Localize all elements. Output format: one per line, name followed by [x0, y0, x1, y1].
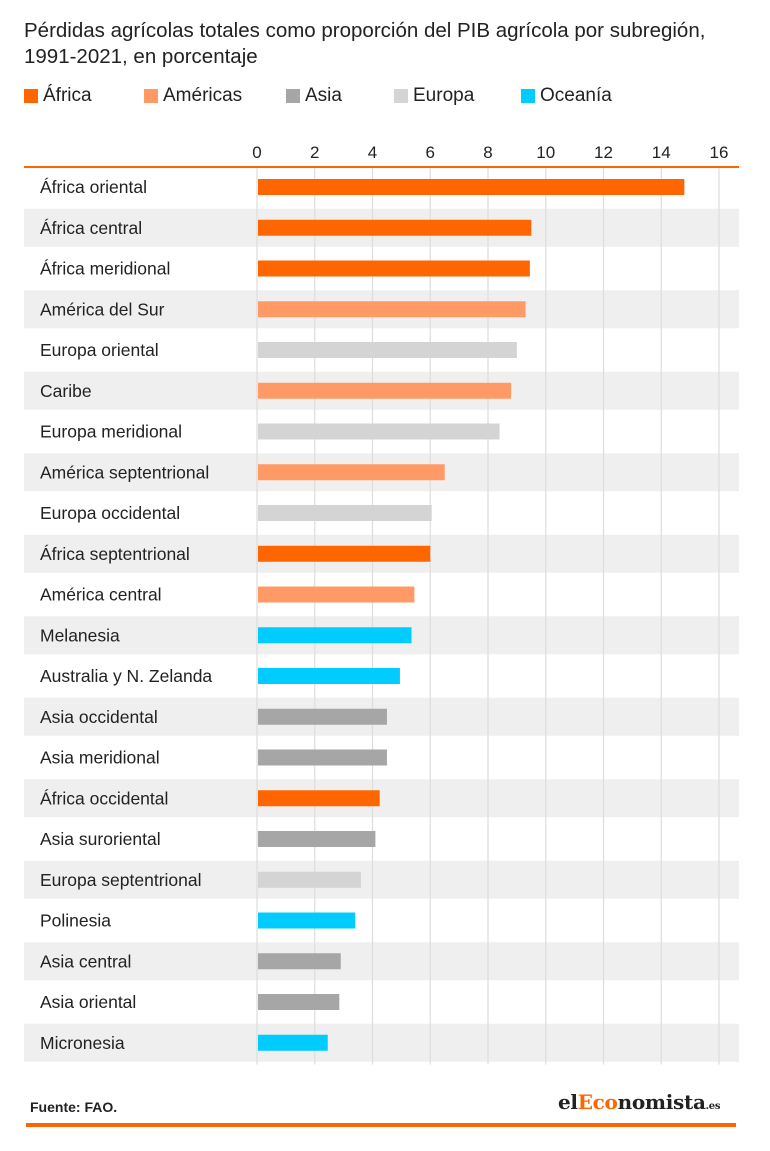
bar	[258, 382, 512, 399]
legend-label: Américas	[163, 85, 243, 106]
footer-divider	[26, 1123, 736, 1127]
category-label: Asia occidental	[40, 707, 158, 727]
legend-label: Asia	[305, 85, 342, 106]
bar	[258, 1034, 328, 1051]
x-tick-label: 4	[368, 143, 377, 162]
category-label: América central	[40, 585, 162, 605]
category-label: Melanesia	[40, 625, 120, 645]
legend: África Américas Asia Europa Oceanía	[24, 84, 764, 108]
x-tick-label: 12	[594, 143, 613, 162]
x-tick-label: 2	[310, 143, 319, 162]
bar	[258, 586, 415, 603]
bar	[258, 994, 340, 1010]
category-label: América septentrional	[40, 462, 209, 482]
category-label: Europa occidental	[40, 503, 180, 523]
bar	[258, 790, 380, 807]
legend-item: África	[24, 84, 92, 108]
category-label: Australia y N. Zelanda	[40, 666, 212, 686]
category-label: Micronesia	[40, 1033, 125, 1053]
legend-swatch	[144, 89, 158, 103]
bar	[258, 668, 400, 684]
x-tick-label: 16	[710, 143, 729, 162]
bar-chart: 0 2 4 6 8 10 12 14 16 África oriental África centr…	[24, 143, 739, 1065]
x-tick-label: 6	[426, 143, 435, 162]
bar	[258, 179, 685, 195]
legend-label: Europa	[413, 85, 475, 106]
category-label: África oriental	[40, 177, 147, 197]
row-background	[24, 860, 739, 899]
category-label: Asia oriental	[40, 992, 136, 1012]
row-background	[24, 779, 739, 818]
row-background	[24, 1023, 739, 1062]
legend-label: Oceanía	[540, 85, 612, 106]
category-label: Asia central	[40, 951, 131, 971]
source-note: Fuente: FAO.	[30, 1099, 118, 1115]
bar	[258, 260, 530, 277]
legend-swatch	[24, 89, 38, 103]
legend-item: Europa	[394, 84, 474, 108]
category-label: Europa meridional	[40, 422, 182, 442]
legend-swatch	[521, 89, 535, 103]
category-label: América del Sur	[40, 299, 165, 319]
row-background	[24, 942, 739, 981]
bar	[258, 464, 445, 481]
bar	[258, 831, 376, 847]
bar	[258, 627, 412, 644]
category-label: Asia suroriental	[40, 829, 161, 849]
x-tick-label: 0	[252, 143, 261, 162]
bar	[258, 953, 341, 970]
category-label: Polinesia	[40, 911, 111, 931]
legend-swatch	[394, 89, 408, 103]
bar	[258, 342, 517, 358]
legend-item: Oceanía	[521, 84, 612, 108]
legend-item: Asia	[286, 84, 342, 108]
legend-item: Américas	[144, 84, 242, 108]
category-label: África occidental	[40, 788, 168, 808]
x-tick-label: 14	[652, 143, 671, 162]
bar	[258, 301, 526, 318]
bar	[258, 423, 500, 440]
bar	[258, 871, 361, 888]
chart-title: Pérdidas agrícolas totales como proporci…	[24, 19, 706, 68]
axis-rule	[24, 166, 739, 168]
bar	[258, 708, 387, 725]
category-label: África septentrional	[40, 544, 190, 564]
category-label: África meridional	[40, 259, 170, 279]
eleconomista-logo[interactable]: elEconomista.es	[558, 1090, 721, 1114]
x-tick-label: 10	[536, 143, 555, 162]
bar	[258, 505, 432, 521]
category-label: Asia meridional	[40, 748, 160, 768]
legend-swatch	[286, 89, 300, 103]
category-label: Europa oriental	[40, 340, 159, 360]
bar	[258, 545, 431, 562]
bar	[258, 749, 387, 766]
legend-label: África	[43, 85, 92, 106]
category-label: Caribe	[40, 381, 92, 401]
bar	[258, 912, 356, 929]
category-label: Europa septentrional	[40, 870, 202, 890]
bar	[258, 219, 532, 236]
category-label: África central	[40, 218, 142, 238]
x-tick-label: 8	[483, 143, 492, 162]
